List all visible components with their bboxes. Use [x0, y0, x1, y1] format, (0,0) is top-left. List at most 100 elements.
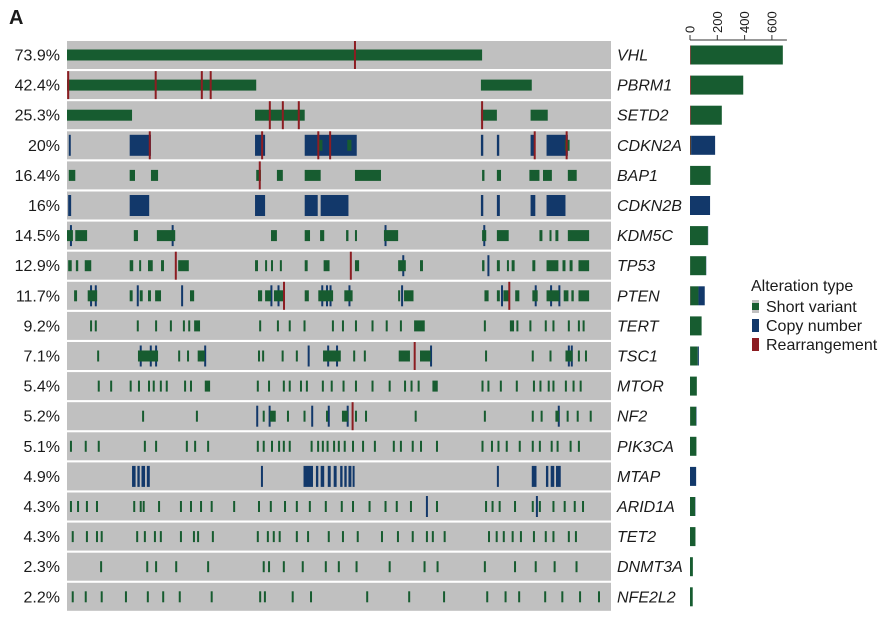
short-variant-mark [399, 440, 402, 452]
short-variant-mark [158, 501, 161, 512]
rearrangement-mark [67, 71, 70, 100]
short-variant-mark [567, 230, 590, 242]
short-variant-mark [188, 320, 191, 332]
gene-label: PIK3CA [617, 439, 674, 456]
short-variant-mark [577, 350, 580, 362]
short-variant-mark [87, 290, 98, 302]
short-variant-mark [95, 501, 98, 512]
short-variant-mark [195, 410, 198, 422]
short-variant-mark [563, 501, 566, 512]
short-variant-mark [579, 380, 582, 392]
short-variant-mark [68, 169, 76, 181]
short-variant-mark [544, 591, 547, 603]
copy-number-mark [268, 405, 271, 427]
copy-number-mark [129, 134, 151, 156]
track-background [67, 402, 611, 431]
short-variant-mark [178, 591, 181, 603]
frequency-bar-copy-number [698, 286, 705, 306]
short-variant-mark [308, 501, 311, 512]
short-variant-mark [142, 501, 145, 512]
short-variant-mark [310, 591, 313, 603]
copy-number-mark [141, 465, 146, 487]
short-variant-mark [362, 440, 365, 452]
short-variant-mark [556, 440, 559, 452]
copy-number-mark [352, 465, 355, 487]
gene-track [67, 161, 611, 190]
short-variant-mark [271, 440, 273, 452]
legend-item-rearrangement: Rearrangement [752, 337, 878, 354]
copy-number-mark [425, 496, 428, 517]
short-variant-mark [139, 290, 143, 302]
short-variant-mark [347, 139, 352, 151]
short-variant-mark [129, 380, 132, 392]
rearrangement-mark [261, 131, 264, 160]
short-variant-mark [178, 260, 189, 272]
short-variant-mark [318, 290, 334, 302]
short-variant-mark [263, 591, 266, 603]
short-variant-mark [271, 230, 277, 242]
frequency-bar-rearrangement [690, 135, 691, 155]
gene-track [67, 462, 611, 491]
short-variant-mark [571, 290, 574, 302]
short-variant-mark [579, 591, 582, 603]
short-variant-mark [404, 380, 407, 392]
short-variant-mark [304, 169, 321, 181]
short-variant-mark [259, 320, 262, 332]
short-variant-mark [207, 561, 210, 573]
short-variant-mark [129, 169, 135, 181]
short-variant-mark [262, 410, 265, 422]
oncoprint-matrix [67, 41, 611, 611]
short-variant-mark [435, 440, 438, 452]
short-variant-mark [276, 169, 283, 181]
short-variant-mark [146, 561, 149, 573]
short-variant-mark [395, 501, 398, 512]
short-variant-mark [352, 440, 355, 452]
short-variant-mark [552, 531, 555, 543]
short-variant-mark [499, 380, 502, 392]
short-variant-mark [71, 531, 74, 543]
short-variant-mark [295, 501, 298, 512]
short-variant-mark [563, 290, 569, 302]
track-background [67, 221, 611, 250]
rearrangement-mark [317, 131, 320, 160]
short-variant-mark [133, 501, 136, 512]
short-variant-mark [207, 440, 210, 452]
short-variant-mark [496, 290, 500, 302]
short-variant-mark [324, 501, 327, 512]
short-variant-mark [69, 501, 72, 512]
short-variant-mark [94, 320, 97, 332]
rearrangement-mark [533, 131, 536, 160]
short-variant-mark [532, 290, 538, 302]
gene-label: MTOR [617, 379, 664, 396]
short-variant-mark [189, 290, 195, 302]
track-background [67, 372, 611, 401]
short-variant-mark [356, 531, 359, 543]
short-variant-mark [100, 561, 103, 573]
short-variant-mark [417, 380, 420, 392]
short-variant-mark [155, 561, 158, 573]
short-variant-mark [137, 380, 140, 392]
short-variant-mark [276, 320, 279, 332]
short-variant-mark [504, 591, 507, 603]
track-background [67, 251, 611, 280]
short-variant-mark [344, 290, 353, 302]
short-variant-mark [383, 230, 399, 242]
short-variant-mark [71, 591, 74, 603]
frequency-bar-copy-number [691, 135, 716, 155]
gene-label: CDKN2A [617, 138, 682, 155]
short-variant-mark [288, 320, 291, 332]
copy-number-mark [501, 285, 504, 307]
copy-number-mark [556, 465, 561, 487]
legend-label-short-variant: Short variant [766, 299, 857, 316]
axis-tick-label: 400 [737, 11, 752, 33]
short-variant-mark [514, 561, 517, 573]
short-variant-mark [299, 380, 302, 392]
short-variant-mark [342, 380, 345, 392]
rearrangement-mark [200, 71, 203, 100]
short-variant-mark [354, 169, 381, 181]
copy-number-mark [480, 134, 484, 156]
short-variant-mark [273, 290, 285, 302]
short-variant-mark [187, 350, 190, 362]
short-variant-mark [326, 440, 329, 452]
